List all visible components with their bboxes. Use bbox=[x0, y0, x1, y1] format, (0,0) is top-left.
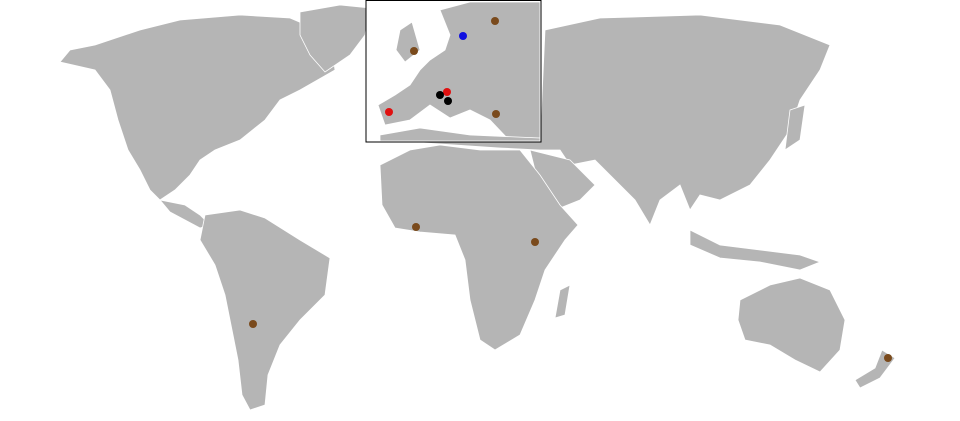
australia bbox=[737, 277, 846, 373]
north-america bbox=[59, 14, 336, 201]
japan bbox=[784, 104, 806, 151]
marker bbox=[436, 91, 444, 99]
greenland bbox=[299, 4, 371, 73]
marker bbox=[491, 17, 499, 25]
marker bbox=[443, 88, 451, 96]
marker bbox=[492, 110, 500, 118]
madagascar bbox=[554, 284, 571, 319]
land bbox=[59, 4, 896, 411]
south-america bbox=[199, 209, 331, 411]
markers bbox=[249, 17, 892, 362]
marker bbox=[884, 354, 892, 362]
marker bbox=[412, 223, 420, 231]
marker bbox=[531, 238, 539, 246]
africa bbox=[379, 144, 579, 351]
inset bbox=[365, 0, 542, 143]
indonesia bbox=[689, 229, 822, 271]
eurasia bbox=[379, 14, 831, 226]
marker bbox=[410, 47, 418, 55]
central-america bbox=[158, 199, 211, 229]
marker bbox=[249, 320, 257, 328]
marker bbox=[444, 97, 452, 105]
marker bbox=[385, 108, 393, 116]
marker bbox=[459, 32, 467, 40]
inset-africa-edge bbox=[379, 127, 541, 142]
